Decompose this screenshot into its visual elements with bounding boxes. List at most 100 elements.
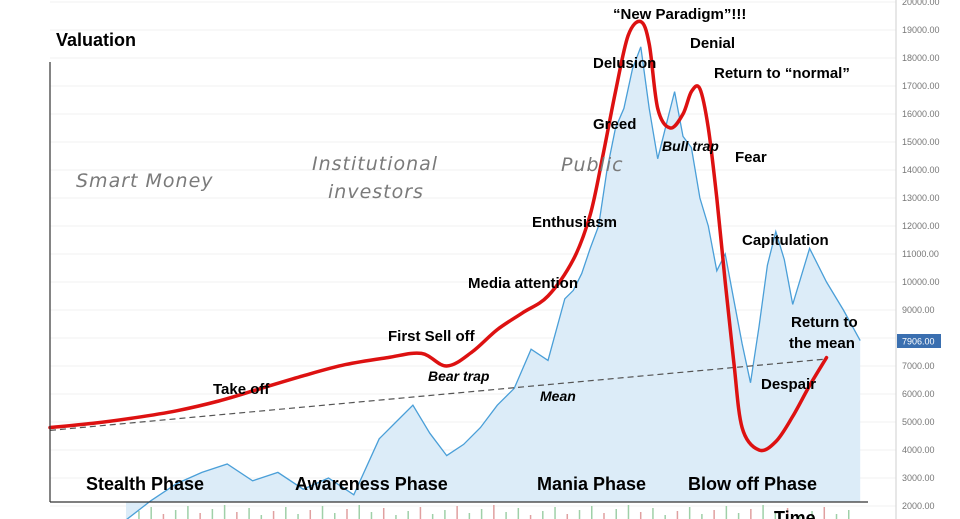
y-tick-label: 19000.00 <box>902 25 940 35</box>
volume-bar <box>774 512 777 519</box>
volume-bar <box>480 509 483 519</box>
volume-bar <box>346 509 348 519</box>
y-tick-label: 15000.00 <box>902 137 940 147</box>
annotation-first-sell-off: First Sell off <box>388 328 476 345</box>
group-public: Public <box>561 154 624 176</box>
x-axis-title: Time <box>774 508 816 519</box>
volume-bar <box>517 508 520 519</box>
volume-bar <box>688 507 691 519</box>
volume-bar <box>248 508 250 519</box>
y-tick-label: 18000.00 <box>902 53 940 63</box>
volume-bar <box>639 512 642 519</box>
volume-bar <box>174 510 177 519</box>
y-tick-label: 14000.00 <box>902 165 940 175</box>
volume-bar <box>664 515 666 519</box>
volume-bar <box>737 513 740 519</box>
volume-bar <box>762 505 764 519</box>
volume-bar <box>823 507 826 519</box>
group-smart-money: Smart Money <box>76 170 214 192</box>
annotation-capitulation: Capitulation <box>742 232 829 249</box>
volume-bar <box>272 511 275 519</box>
price-series-line <box>126 46 861 519</box>
annotation-take-off: Take off <box>213 381 270 398</box>
volume-bar <box>603 513 605 519</box>
annotation-bear-trap: Bear trap <box>428 368 490 384</box>
current-price-badge <box>897 334 941 348</box>
volume-bar <box>444 510 446 519</box>
volume-bar <box>799 515 801 519</box>
volume-bar <box>285 507 287 519</box>
current-price-label: 7906.00 <box>902 337 935 347</box>
volume-bar <box>407 511 409 519</box>
volume-bar <box>223 505 226 519</box>
volume-bar <box>591 506 593 519</box>
volume-bar <box>358 505 360 519</box>
y-tick-label: 2000.00 <box>902 501 935 511</box>
y-tick-label: 13000.00 <box>902 193 940 203</box>
volume-bar <box>199 513 201 519</box>
volume-bar <box>382 508 385 519</box>
volume-bar <box>260 515 263 519</box>
annotation-despair: Despair <box>761 376 816 393</box>
annotation-delusion: Delusion <box>593 55 656 72</box>
phase-awareness: Awareness Phase <box>295 474 448 494</box>
volume-bar <box>505 512 507 519</box>
y-tick-label: 17000.00 <box>902 81 940 91</box>
phase-stealth: Stealth Phase <box>86 474 204 494</box>
volume-bar <box>713 510 715 519</box>
volume-bar <box>627 505 630 519</box>
volume-bar <box>615 509 617 519</box>
volume-bar <box>750 509 752 519</box>
volume-bar <box>309 510 312 519</box>
annotation-denial: Denial <box>690 35 735 52</box>
volume-bar <box>529 515 532 519</box>
volume-bar <box>701 514 703 519</box>
annotation-return-mean-line2: the mean <box>789 335 855 352</box>
volume-bar <box>211 509 214 519</box>
volume-bar <box>370 512 373 519</box>
volume-bar <box>835 514 838 519</box>
y-tick-label: 5000.00 <box>902 417 935 427</box>
volume-bar <box>848 510 850 519</box>
y-tick-label: 11000.00 <box>902 249 939 259</box>
volume-bar <box>236 512 238 519</box>
phase-blow-off: Blow off Phase <box>688 474 817 494</box>
grid <box>50 1 896 507</box>
y-tick-label: 20000.00 <box>902 0 940 7</box>
annotation-greed: Greed <box>593 116 636 133</box>
volume-bar <box>419 507 422 519</box>
annotation-fear: Fear <box>735 149 767 166</box>
y-tick-label: 16000.00 <box>902 109 940 119</box>
volume-bar <box>162 514 165 519</box>
volume-bar <box>395 515 397 519</box>
volume-bar <box>811 511 813 519</box>
volume-bar <box>468 513 471 519</box>
volume-bar <box>786 508 789 519</box>
volume-bar <box>652 508 654 519</box>
annotation-bull-trap: Bull trap <box>662 138 719 154</box>
volume-bar <box>138 511 140 519</box>
volume-bar <box>431 514 434 519</box>
model-cycle-series-line <box>48 19 829 453</box>
volume-bar <box>456 506 458 519</box>
volume-bar <box>578 510 581 519</box>
volume-bar <box>150 507 152 519</box>
y-tick-label: 10000.00 <box>902 277 940 287</box>
volume-bar <box>566 514 569 519</box>
volume-bar <box>554 507 556 519</box>
y-tick-label: 6000.00 <box>902 389 935 399</box>
y-tick-label: 9000.00 <box>902 305 935 315</box>
volume-bar <box>334 513 336 519</box>
group-institutional-line1: Institutional <box>312 153 438 175</box>
y-tick-label: 12000.00 <box>902 221 940 231</box>
annotation-return-mean-line1: Return to <box>791 314 858 331</box>
volume-bar <box>542 511 544 519</box>
volume-bar <box>725 506 728 519</box>
y-tick-label: 7000.00 <box>902 361 935 371</box>
y-axis-title: Valuation <box>56 30 136 50</box>
y-tick-labels: 2000.00 3000.00 4000.00 5000.00 6000.00 7000.… <box>902 0 940 511</box>
annotation-return-normal: Return to “normal” <box>714 65 850 82</box>
annotation-new-paradigm: “New Paradigm”!!! <box>613 6 746 23</box>
volume-bar <box>676 511 679 519</box>
